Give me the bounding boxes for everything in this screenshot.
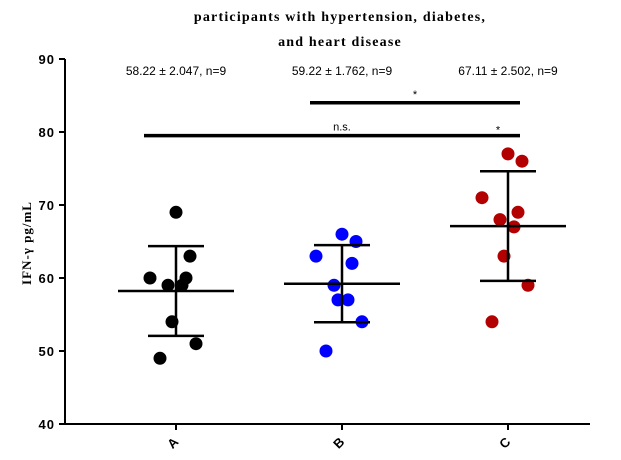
x-tick-label: A [164,434,182,452]
group-stat-label: 58.22 ± 2.047, n=9 [126,64,227,78]
data-point [175,278,189,292]
data-point [485,315,499,329]
y-tick-label: 60 [39,271,55,286]
data-point [511,205,525,219]
data-point [515,154,529,168]
comparison-label: n.s. [333,122,351,134]
data-point [493,213,507,227]
x-tick-label: B [330,434,347,451]
y-tick-label: 50 [39,344,55,359]
data-point [153,351,167,365]
y-tick-label: 70 [39,198,55,213]
data-point [335,227,349,241]
data-marks: 58.22 ± 2.047, n=9 59.22 ± 1.762, n=9 67.1… [118,64,566,365]
chart-title-line-1: participants with hypertension, diabetes… [194,10,486,25]
y-tick-label: 80 [39,125,55,140]
y-tick-label: 90 [39,52,55,67]
data-point [341,293,355,307]
data-point [327,278,341,292]
data-point [475,191,489,205]
data-point [161,278,175,292]
data-point [501,147,515,161]
chart-title-line-2: and heart disease [278,35,402,50]
data-point [189,337,203,351]
data-point [319,344,333,358]
comparison-label: * [496,125,501,137]
data-point [183,249,197,263]
data-point [143,271,157,285]
group-stat-label: 59.22 ± 1.762, n=9 [292,64,393,78]
data-point [309,249,323,263]
y-axis-label: IFN-γ pg/mL [19,201,34,285]
x-tick-label: C [496,434,514,452]
data-point [345,256,359,270]
comparison-label: * [413,89,418,101]
y-tick-label: 40 [39,417,55,432]
group-stat-label: 67.11 ± 2.502, n=9 [458,64,558,78]
data-point [169,205,183,219]
